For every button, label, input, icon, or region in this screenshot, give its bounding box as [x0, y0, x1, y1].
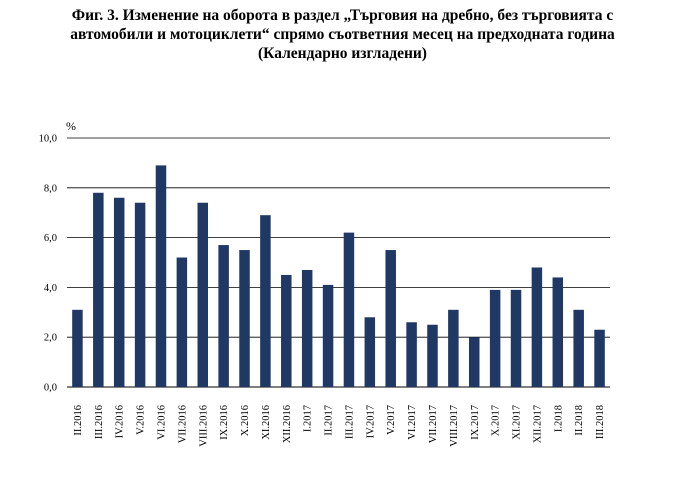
x-tick-label: XI.2017 [512, 405, 523, 440]
x-tick-label: V.2017 [386, 405, 397, 435]
x-tick-label: III.2017 [344, 405, 355, 439]
y-tick-label: 10,0 [39, 134, 57, 145]
bar-XII.2017 [531, 267, 543, 387]
y-tick-label: 0,0 [44, 383, 57, 394]
bar-XII.2016 [281, 274, 292, 387]
x-tick-label: VI.2016 [156, 405, 167, 440]
bar-III.2016 [93, 192, 104, 387]
x-tick-label: IX.2016 [219, 405, 230, 440]
bar-VI.2017 [406, 322, 417, 387]
bar-IX.2016 [218, 245, 229, 387]
bar-IX.2017 [469, 337, 480, 387]
y-tick-label: 6,0 [44, 233, 57, 244]
bar-IV.2016 [113, 197, 125, 387]
chart-title-line-1: Фиг. 3. Изменение на оборота в раздел „Т… [71, 7, 614, 24]
x-tick-label: IV.2017 [365, 405, 376, 438]
x-tick-label: III.2016 [94, 405, 105, 439]
x-tick-label: VIII.2016 [198, 405, 209, 447]
bar-VII.2016 [176, 257, 188, 387]
x-tick-label: VII.2017 [428, 405, 439, 443]
x-axis-ticks: II.2016 III.2016 IV.2016 V.2016 VI.2016 VII.2… [73, 405, 606, 447]
x-tick-label: VII.2016 [177, 405, 188, 443]
bar-II.2016 [72, 309, 83, 387]
bar-III.2018 [594, 329, 605, 387]
x-tick-label: VIII.2017 [449, 405, 460, 447]
bar-X.2017 [489, 289, 501, 387]
bar-V.2016 [134, 202, 146, 387]
chart-title-line-2: автомобили и мотоциклети“ спрямо съответ… [70, 26, 615, 43]
x-tick-label: XII.2016 [282, 405, 293, 443]
x-tick-label: II.2016 [73, 405, 84, 436]
y-axis-ticks: 0,0 2,0 4,0 6,0 8,0 10,0 [39, 134, 57, 394]
x-tick-label: IX.2017 [470, 405, 481, 440]
bar-IV.2017 [364, 317, 376, 387]
y-axis-unit-label: % [66, 119, 76, 133]
x-tick-label: XII.2017 [532, 405, 543, 443]
bar-II.2018 [573, 309, 584, 387]
bar-VIII.2017 [448, 309, 459, 387]
x-tick-label: X.2016 [240, 405, 251, 436]
x-tick-label: I.2018 [553, 405, 564, 432]
y-tick-label: 8,0 [44, 183, 57, 194]
bar-VII.2017 [427, 324, 438, 387]
y-tick-label: 4,0 [44, 283, 57, 294]
x-tick-label: VI.2017 [407, 405, 418, 440]
bar-X.2016 [239, 250, 250, 387]
x-tick-label: III.2018 [595, 405, 606, 439]
x-tick-label: XI.2016 [261, 405, 272, 440]
x-tick-label: IV.2016 [115, 405, 126, 438]
bar-XI.2016 [260, 215, 271, 387]
chart-title: Фиг. 3. Изменение на оборота в раздел „Т… [0, 6, 685, 63]
x-tick-label: II.2018 [574, 405, 585, 436]
bar-II.2017 [322, 284, 334, 387]
bar-I.2017 [301, 269, 313, 387]
bar-XI.2017 [510, 289, 522, 387]
x-tick-label: I.2017 [303, 405, 314, 432]
bar-VI.2016 [155, 165, 167, 387]
bar-I.2018 [552, 277, 564, 387]
bar-V.2017 [385, 250, 396, 387]
bars [72, 165, 605, 387]
chart-title-line-3: (Календарно изгладени) [258, 45, 427, 62]
y-tick-label: 2,0 [44, 333, 57, 344]
gridlines [67, 137, 610, 388]
x-tick-label: X.2017 [491, 405, 502, 436]
bar-VIII.2016 [197, 202, 208, 387]
bar-III.2017 [343, 232, 355, 387]
x-tick-label: V.2016 [136, 405, 147, 435]
x-tick-label: II.2017 [324, 405, 335, 436]
